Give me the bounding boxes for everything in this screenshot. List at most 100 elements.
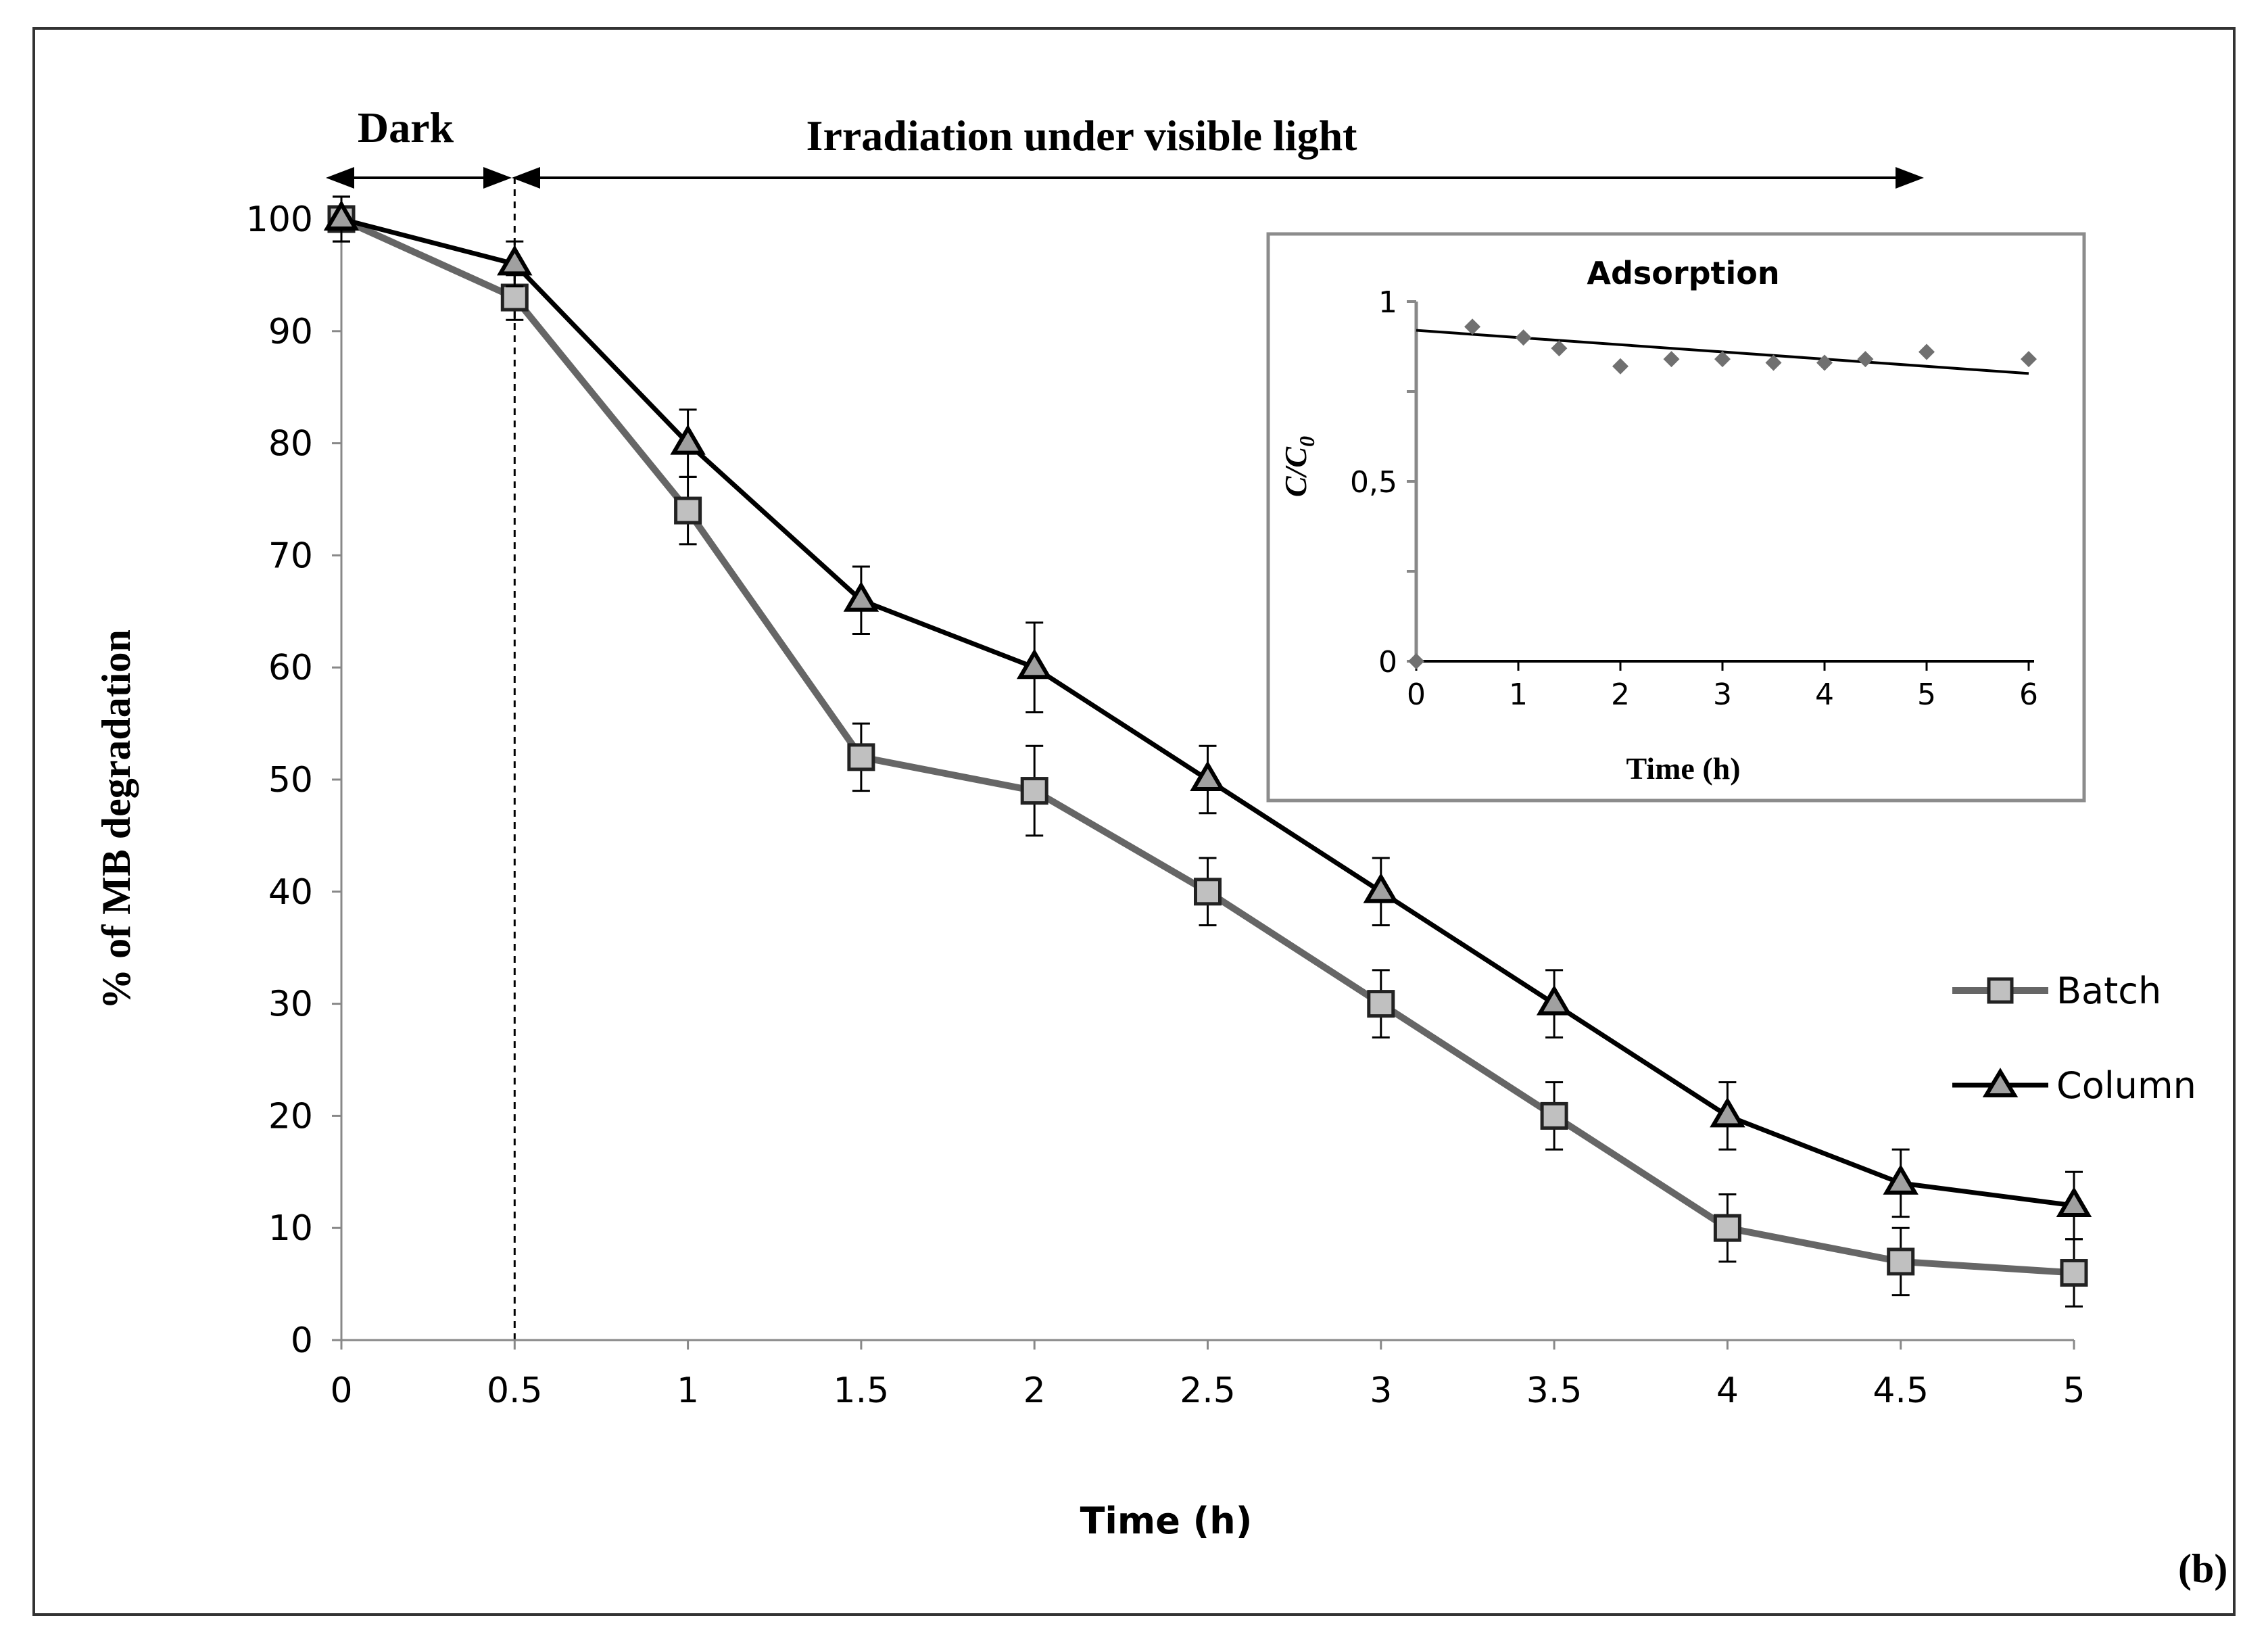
main-x-tick-label: 0.5: [487, 1370, 543, 1411]
batch-data-point: [847, 743, 875, 771]
column-data-point: [1190, 761, 1226, 791]
panel-label: (b): [2178, 1546, 2227, 1591]
inset-x-tick-label: 5: [1917, 677, 1936, 712]
main-y-tick-label: 10: [268, 1208, 313, 1249]
column-data-point: [1710, 1097, 1745, 1128]
arrow-head-right: [1896, 167, 1924, 189]
series-column: [323, 195, 2092, 1241]
main-x-tick-label: 1: [677, 1370, 699, 1411]
batch-data-point: [2060, 1259, 2088, 1287]
main-x-tick-label: 2: [1023, 1370, 1046, 1411]
main-series: [323, 195, 2092, 1308]
inset-data-point: [1919, 343, 1935, 360]
inset-x-tick-label: 3: [1713, 677, 1732, 712]
inset-points: [1408, 318, 2037, 669]
main-y-tick-label: 50: [268, 760, 313, 801]
batch-data-point: [1887, 1247, 1915, 1276]
dark-phase-arrow: [326, 167, 512, 189]
inset-data-point: [1857, 351, 1874, 368]
irradiation-label: Irradiation under visible light: [806, 112, 1358, 160]
inset-data-point: [1612, 358, 1628, 375]
main-x-tick-label: 4.5: [1873, 1370, 1929, 1411]
column-data-point: [1536, 984, 1572, 1016]
legend-column-label: Column: [2056, 1064, 2196, 1107]
inset-x-tick-label: 2: [1611, 677, 1630, 712]
arrow-head-left: [512, 167, 540, 189]
phase-arrows: [326, 167, 1924, 189]
figure-frame: [32, 27, 2236, 1616]
inset-y-tick-labels: 00,51: [1350, 285, 1397, 680]
inset-x-tick-label: 4: [1815, 677, 1834, 712]
batch-data-point: [1713, 1214, 1741, 1242]
inset-data-point: [1816, 354, 1833, 371]
main-x-tick-label: 2.5: [1180, 1370, 1236, 1411]
inset-x-tick-label: 6: [2019, 677, 2038, 712]
main-x-axis-title: Time (h): [1080, 1500, 1253, 1542]
inset-title: Adsorption: [1587, 255, 1779, 291]
column-data-point: [323, 200, 360, 231]
legend-item-column: Column: [1952, 1064, 2196, 1107]
batch-data-point: [1367, 990, 1395, 1018]
batch-data-point: [674, 496, 702, 525]
inset-y-tick-label: 0: [1378, 645, 1397, 680]
main-y-tick-label: 20: [268, 1096, 313, 1137]
series-batch: [327, 195, 2088, 1308]
main-axes: [332, 218, 2075, 1350]
inset-frame: [1266, 232, 2086, 803]
inset-data-point: [1663, 351, 1680, 368]
batch-data-point: [1020, 777, 1048, 805]
inset-y-axis-title: C/C0: [1278, 436, 1319, 497]
main-y-tick-label: 100: [246, 199, 313, 240]
main-y-tick-label: 90: [268, 312, 313, 352]
inset-data-point: [2021, 351, 2037, 368]
main-y-tick-label: 60: [268, 648, 313, 688]
main-x-tick-label: 4: [1716, 1370, 1739, 1411]
main-y-tick-label: 70: [268, 535, 313, 576]
batch-data-point: [1194, 878, 1222, 906]
irradiation-phase-arrow: [512, 167, 1924, 189]
inset-x-tick-labels: 0 1 2 3 4 5 6: [1407, 677, 2038, 712]
inset-data-point: [1551, 340, 1568, 357]
inset-x-tick-label: 1: [1509, 677, 1528, 712]
inset-y-axis-title-sub: 0: [1295, 436, 1319, 447]
inset-data-point: [1714, 351, 1731, 368]
main-y-tick-labels: 0 10 20 30 40 50 60 70 80 90 100: [246, 199, 313, 1361]
legend: Batch Column: [1952, 970, 2196, 1107]
inset-data-point: [1408, 653, 1424, 669]
inset-x-axis-title: Time (h): [1626, 751, 1740, 786]
inset-y-tick-label: 1: [1378, 285, 1397, 320]
column-data-point: [670, 424, 706, 455]
main-x-tick-label: 0: [330, 1370, 352, 1411]
batch-data-point: [1540, 1101, 1568, 1130]
phase-annotations: Dark Irradiation under visible light: [326, 103, 1924, 189]
column-data-point: [2056, 1187, 2092, 1218]
column-data-point: [1363, 872, 1399, 903]
main-x-tick-labels: 0 0.5 1 1.5 2 2.5 3 3.5 4 4.5 5: [330, 1370, 2085, 1411]
main-y-tick-label: 80: [268, 424, 313, 464]
main-x-tick-label: 1.5: [834, 1370, 890, 1411]
inset-data-point: [1765, 354, 1782, 371]
legend-batch-label: Batch: [2056, 970, 2161, 1012]
main-x-tick-label: 3: [1370, 1370, 1392, 1411]
main-x-tick-label: 5: [2062, 1370, 2085, 1411]
inset-data-point: [1464, 318, 1481, 335]
column-data-point: [843, 581, 879, 612]
arrow-head-left: [326, 167, 354, 189]
main-x-tick-label: 3.5: [1526, 1370, 1583, 1411]
legend-item-batch: Batch: [1952, 970, 2161, 1012]
arrow-head-right: [483, 167, 512, 189]
column-data-point: [1016, 648, 1053, 680]
legend-batch-marker: [1987, 977, 2014, 1004]
inset-y-tick-label: 0,5: [1350, 465, 1397, 500]
batch-data-point: [500, 283, 529, 312]
inset-y-axis-title-main: C/C: [1278, 446, 1313, 497]
inset-data-point: [1515, 329, 1532, 346]
dark-label: Dark: [358, 103, 454, 151]
main-y-tick-label: 0: [291, 1320, 313, 1361]
inset-x-tick-label: 0: [1407, 677, 1426, 712]
column-data-point: [497, 245, 533, 276]
column-data-point: [1883, 1164, 1919, 1195]
main-y-tick-label: 40: [268, 872, 313, 913]
